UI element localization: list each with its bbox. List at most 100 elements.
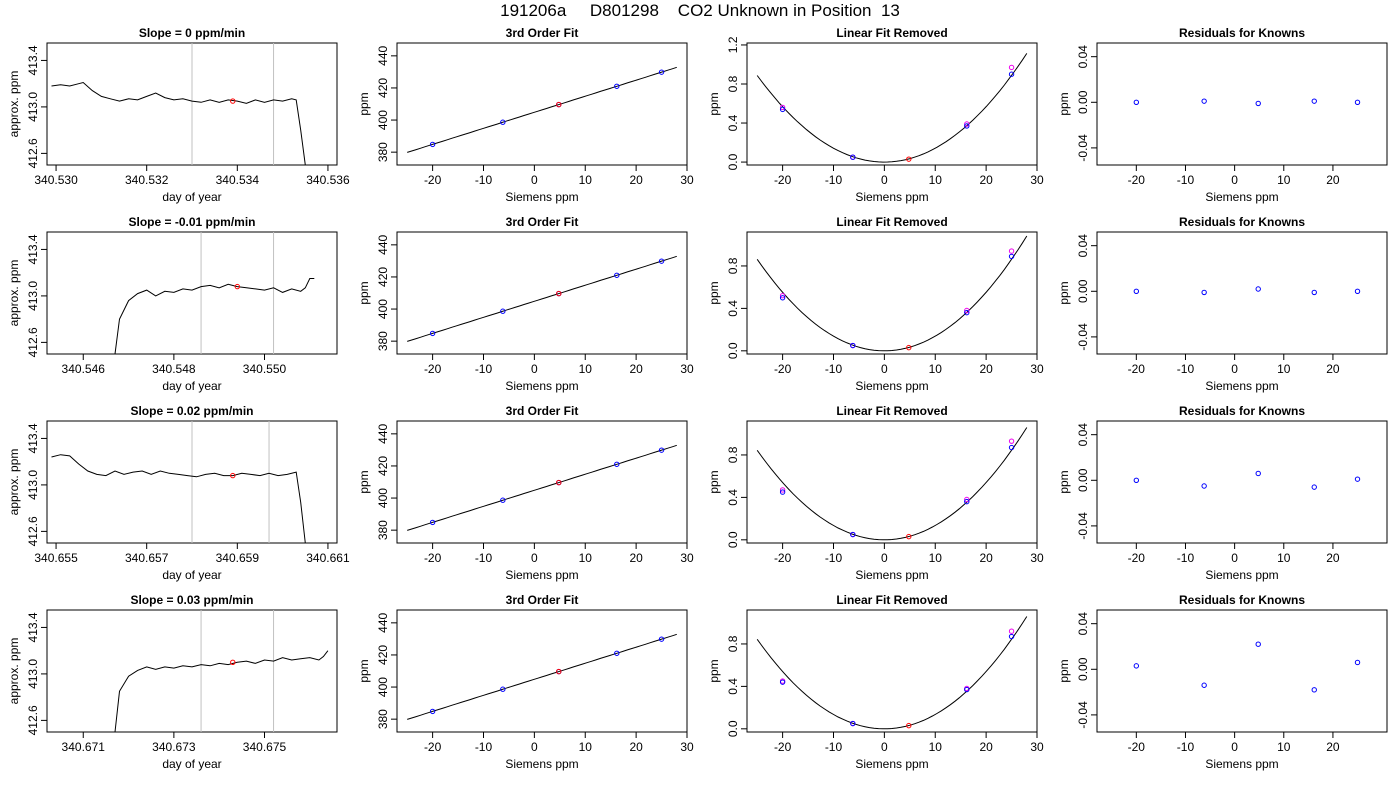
fit-point bbox=[1008, 248, 1015, 254]
y-axis-label: ppm bbox=[357, 281, 371, 304]
known-point bbox=[1255, 100, 1261, 107]
x-tick-label: 340.532 bbox=[125, 173, 169, 187]
panel-title: Linear Fit Removed bbox=[836, 404, 947, 418]
x-tick-label: 30 bbox=[1030, 740, 1044, 754]
x-tick-label: -20 bbox=[424, 551, 442, 565]
known-point bbox=[614, 461, 620, 467]
x-tick-label: 340.530 bbox=[34, 173, 78, 187]
panel-r2-c1: Slope = -0.01 ppm/min 340.546 340.548 340.5… bbox=[7, 215, 338, 393]
fit-point bbox=[779, 487, 786, 493]
y-axis-label: ppm bbox=[1057, 92, 1071, 115]
known-point bbox=[429, 330, 436, 337]
average-marker bbox=[230, 98, 236, 104]
known-point bbox=[1255, 470, 1261, 477]
y-tick-label: 400 bbox=[376, 677, 390, 697]
x-axis-label: Siemens ppm bbox=[1205, 568, 1278, 582]
plot-frame bbox=[746, 609, 1038, 733]
known-point bbox=[850, 531, 856, 538]
fit-curve bbox=[756, 235, 1028, 352]
known-point bbox=[1255, 286, 1261, 292]
x-tick-label: 30 bbox=[680, 551, 694, 565]
y-tick-label: 412.6 bbox=[26, 327, 40, 357]
known-point bbox=[1008, 633, 1015, 640]
y-tick-label: -0.04 bbox=[1076, 512, 1090, 540]
known-point bbox=[779, 489, 786, 495]
known-point bbox=[500, 686, 506, 692]
unknown-point bbox=[556, 479, 562, 486]
known-point bbox=[500, 308, 506, 314]
plot-area bbox=[407, 66, 677, 153]
fit-curve bbox=[756, 616, 1028, 730]
y-tick-label: 0.04 bbox=[1076, 612, 1090, 636]
x-tick-label: 20 bbox=[979, 173, 993, 187]
x-tick-label: -20 bbox=[1128, 173, 1146, 187]
y-tick-label: 0.8 bbox=[726, 257, 740, 274]
x-tick-label: 30 bbox=[1030, 173, 1044, 187]
y-tick-label: 0.4 bbox=[726, 300, 740, 317]
known-point bbox=[1201, 682, 1207, 688]
fit-point bbox=[964, 121, 970, 127]
x-tick-label: 20 bbox=[629, 740, 643, 754]
average-marker bbox=[234, 283, 241, 290]
panel-title: Linear Fit Removed bbox=[836, 215, 947, 229]
x-tick-label: 20 bbox=[1326, 173, 1340, 187]
y-axis-label: ppm bbox=[707, 281, 721, 304]
x-tick-label: 20 bbox=[629, 173, 643, 187]
plot-frame bbox=[1096, 420, 1388, 544]
known-point bbox=[1201, 98, 1207, 104]
x-tick-label: 0 bbox=[881, 740, 888, 754]
y-tick-label: 440 bbox=[376, 424, 390, 444]
x-tick-label: 30 bbox=[680, 173, 694, 187]
x-tick-label: 10 bbox=[579, 173, 593, 187]
y-tick-label: 0.00 bbox=[1076, 468, 1090, 492]
y-axis-label: ppm bbox=[357, 470, 371, 493]
panel-title: Slope = -0.01 ppm/min bbox=[128, 215, 255, 229]
x-tick-label: 10 bbox=[929, 740, 943, 754]
average-marker bbox=[230, 472, 236, 479]
panel-title: 3rd Order Fit bbox=[506, 593, 579, 607]
x-tick-label: 340.671 bbox=[62, 740, 106, 754]
x-axis-label: Siemens ppm bbox=[505, 568, 578, 582]
x-tick-label: 340.534 bbox=[216, 173, 260, 187]
fit-curve bbox=[756, 53, 1028, 163]
x-tick-label: 20 bbox=[629, 362, 643, 376]
plot-area bbox=[756, 235, 1028, 352]
panel-r2-c4: Residuals for Knowns -20 -10 0 10 20 -0.04 0.00… bbox=[1057, 215, 1388, 393]
y-tick-label: 0.8 bbox=[726, 446, 740, 463]
x-tick-label: 20 bbox=[979, 362, 993, 376]
plot-area bbox=[1133, 641, 1361, 693]
panel-r4-c1: Slope = 0.03 ppm/min 340.671 340.673 340.67… bbox=[7, 593, 338, 771]
y-axis-label: ppm bbox=[707, 470, 721, 493]
x-tick-label: -10 bbox=[475, 362, 493, 376]
x-tick-label: 0 bbox=[531, 362, 538, 376]
y-tick-label: 0.04 bbox=[1076, 234, 1090, 258]
x-tick-label: 10 bbox=[1277, 551, 1291, 565]
figure-title: 191206a D801298 CO2 Unknown in Position … bbox=[500, 1, 900, 20]
panel-r1-c3: Linear Fit Removed -20 -10 0 10 20 30 0.0 0.4 0.8… bbox=[707, 26, 1044, 204]
unknown-point bbox=[906, 722, 912, 729]
panel-r2-c2: 3rd Order Fit -20 -10 0 10 20 30 380 400 420 440 Si… bbox=[357, 215, 694, 393]
y-tick-label: 413.0 bbox=[26, 470, 40, 500]
x-tick-label: 10 bbox=[579, 362, 593, 376]
average-marker bbox=[230, 659, 236, 665]
known-point bbox=[614, 650, 620, 656]
known-point bbox=[1008, 444, 1015, 451]
known-point bbox=[964, 686, 970, 693]
x-tick-label: 30 bbox=[1030, 551, 1044, 565]
y-tick-label: 440 bbox=[376, 46, 390, 66]
x-tick-label: -10 bbox=[825, 740, 843, 754]
series-line bbox=[51, 81, 306, 165]
y-tick-label: 0.8 bbox=[726, 635, 740, 652]
known-point bbox=[1311, 98, 1317, 104]
x-tick-label: 0 bbox=[1231, 551, 1238, 565]
x-axis-label: day of year bbox=[162, 190, 221, 204]
y-axis-label: ppm bbox=[707, 92, 721, 115]
panel-r1-c1: Slope = 0 ppm/min 340.530 340.532 340.534 34… bbox=[7, 26, 350, 204]
y-tick-label: 1.2 bbox=[726, 36, 740, 53]
x-tick-label: 30 bbox=[680, 740, 694, 754]
plot-frame bbox=[396, 609, 688, 733]
x-axis-label: Siemens ppm bbox=[505, 757, 578, 771]
x-tick-label: -20 bbox=[424, 740, 442, 754]
plot-area bbox=[756, 53, 1028, 163]
y-tick-label: 420 bbox=[376, 645, 390, 665]
